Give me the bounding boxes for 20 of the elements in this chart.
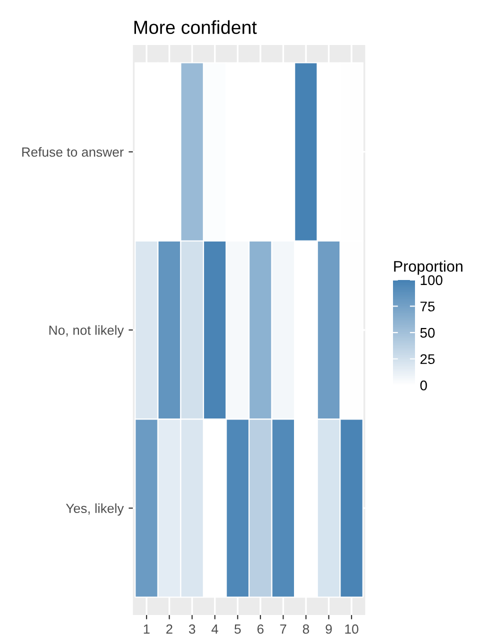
x-tick-label: 10 [345,624,358,634]
x-tick-label: 6 [257,624,264,634]
x-tick-label: 8 [302,624,310,634]
x-tick-label: 3 [188,624,196,634]
x-tick-label: 4 [212,624,218,634]
color-bar-label: 75 [420,302,435,312]
x-tick-label: 9 [326,624,332,634]
chart-title: More confident [134,20,257,34]
x-tick-label: 5 [234,624,241,634]
color-bar-label: 100 [420,275,442,286]
color-bar-label: 25 [420,354,435,364]
color-bar-label: 0 [420,380,427,390]
color-bar-title: Proportion [394,260,462,275]
x-tick-label: 2 [166,624,172,634]
y-tick-label: Refuse to answer [22,147,124,157]
y-tick-label: Yes, likely [66,503,124,516]
x-tick-label: 7 [280,624,286,634]
y-tick-label: No, not likely [49,325,124,338]
color-bar-label: 50 [420,328,435,338]
x-tick-label: 1 [144,624,150,634]
